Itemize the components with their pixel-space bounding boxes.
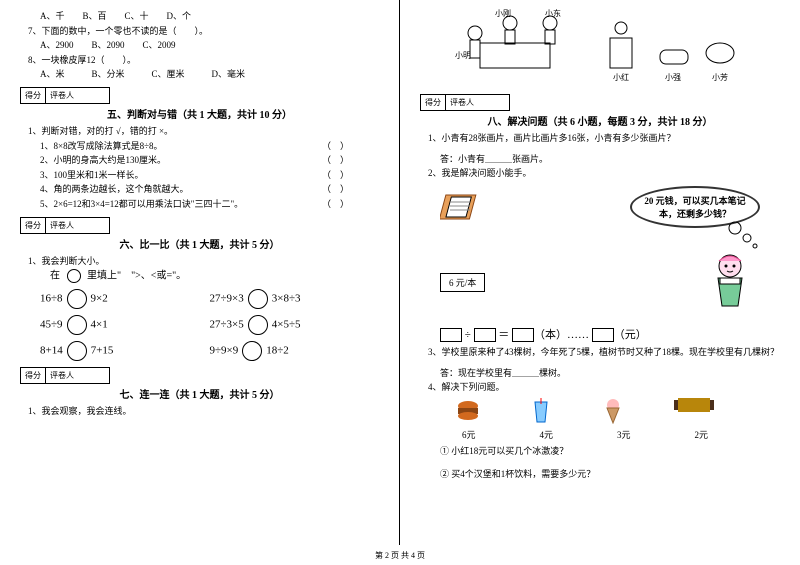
svg-text:小红: 小红: [613, 72, 629, 82]
svg-text:小强: 小强: [665, 73, 681, 82]
q8-3: 3、学校里原来种了43棵树，今年死了5棵，植树节时又种了18棵。现在学校里有几棵…: [428, 346, 780, 359]
score-box-8: 得分 评卷人: [420, 94, 510, 111]
food-icons: [430, 398, 740, 424]
s5-3: 3、100里米和1米一样长。（ ）: [40, 169, 379, 182]
chocolate-icon: [674, 398, 714, 412]
score-label: 得分: [21, 88, 46, 103]
q6-options: A、千 B、百 C、十 D、个: [40, 10, 379, 23]
s5-4: 4、角的两条边越长，这个角就越大。（ ）: [40, 183, 379, 196]
s5-1: 1、8×8改写成除法算式是8÷8。（ ）: [40, 140, 379, 153]
blank-circle[interactable]: [242, 341, 262, 361]
s5-5: 5、2×6=12和3×4=12都可以用乘法口诀"三四十二"。（ ）: [40, 198, 379, 211]
price-row: 6元 4元 3元 2元: [430, 428, 740, 441]
s7-stem: 1、我会观察，我会连线。: [28, 405, 379, 418]
q8: 8、一块橡皮厚12（ ）。: [28, 54, 379, 67]
q8-2-row2: 6 元/本: [420, 248, 780, 318]
q8-3-ans: 答：现在学校里有＿＿＿棵树。: [440, 367, 780, 380]
compare-row-2: 45÷94×1 27÷3×54×5÷5: [40, 315, 379, 335]
blank-circle[interactable]: [67, 341, 87, 361]
q8-1-ans: 答：小青有＿＿＿张画片。: [440, 153, 780, 166]
scene-figure: 小刚 小东 小明 小红 小强 小芳: [450, 8, 750, 88]
page-footer: 第 2 页 共 4 页: [0, 550, 800, 561]
s5-stem: 1、判断对错，对的打 √，错的打 ×。: [28, 125, 379, 138]
compare-row-1: 16÷89×2 27÷9×33×8÷3: [40, 289, 379, 309]
s6-hint: 在 里填上" ">、<或="。: [50, 269, 379, 283]
svg-text:小明: 小明: [455, 51, 471, 60]
q8-options: A、米 B、分米 C、厘米 D、毫米: [40, 68, 379, 81]
blank-box[interactable]: [592, 328, 614, 342]
drink-icon: [531, 398, 551, 424]
burger-icon: [456, 398, 480, 422]
equation-row: ÷ ＝ （本）…… （元）: [440, 326, 780, 342]
blank-circle[interactable]: [67, 289, 87, 309]
svg-text:小刚: 小刚: [495, 9, 511, 18]
q4a: ① 小红18元可以买几个冰激凌？: [440, 445, 780, 458]
section-7-title: 七、连一连（共 1 大题，共计 5 分）: [20, 386, 379, 401]
bubble-tail: [725, 220, 765, 250]
score-box-5: 得分 评卷人: [20, 87, 110, 104]
q8-1: 1、小青有28张画片，画片比画片多16张，小青有多少张画片？: [428, 132, 780, 145]
section-8-title: 八、解决问题（共 6 小题，每题 3 分，共计 18 分）: [420, 113, 780, 128]
thought-bubble: 20 元钱，可以买几本笔记本，还剩多少钱？: [630, 186, 760, 228]
svg-text:小东: 小东: [545, 8, 561, 18]
q7-options: A、2900 B、2090 C、2009: [40, 39, 379, 52]
price-tag: 6 元/本: [440, 273, 485, 292]
blank-box[interactable]: [474, 328, 496, 342]
notebook-icon: [440, 187, 490, 227]
section-5-title: 五、判断对与错（共 1 大题，共计 10 分）: [20, 106, 379, 121]
girl-icon: [700, 248, 760, 318]
q7: 7、下面的数中，一个零也不读的是（ ）。: [28, 25, 379, 38]
q8-2-figure: 20 元钱，可以买几本笔记本，还剩多少钱？: [420, 186, 780, 228]
s6-stem: 1、我会判断大小。: [28, 255, 379, 268]
q8-2: 2、我是解决问题小能手。: [428, 167, 780, 180]
grader-label: 评卷人: [46, 88, 78, 103]
section-6-title: 六、比一比（共 1 大题，共计 5 分）: [20, 236, 379, 251]
svg-text:小芳: 小芳: [712, 72, 728, 82]
blank-circle[interactable]: [248, 289, 268, 309]
s5-2: 2、小明的身高大约是130厘米。（ ）: [40, 154, 379, 167]
compare-row-3: 8+147+15 9÷9×918÷2: [40, 341, 379, 361]
right-column: 小刚 小东 小明 小红 小强 小芳 得分 评卷人 八、解决问题（共 6 小题，每题 3…: [400, 0, 800, 545]
blank-box[interactable]: [440, 328, 462, 342]
q8-4: 4、解决下列问题。: [428, 381, 780, 394]
blank-circle[interactable]: [248, 315, 268, 335]
score-box-7: 得分 评卷人: [20, 367, 110, 384]
blank-circle[interactable]: [67, 315, 87, 335]
score-box-6: 得分 评卷人: [20, 217, 110, 234]
left-column: A、千 B、百 C、十 D、个 7、下面的数中，一个零也不读的是（ ）。 A、2…: [0, 0, 400, 545]
icecream-icon: [603, 398, 623, 424]
q4b: ② 买4个汉堡和1杯饮料，需要多少元？: [440, 468, 780, 481]
blank-box[interactable]: [512, 328, 534, 342]
